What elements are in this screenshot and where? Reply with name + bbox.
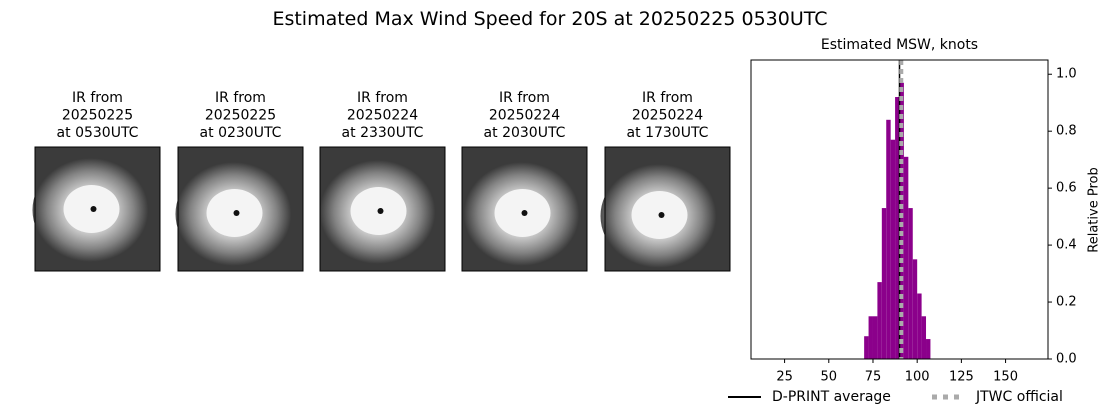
panel-title: 20250224 bbox=[489, 108, 560, 124]
y-tick-label: 0.4 bbox=[1056, 238, 1077, 253]
y-tick-label: 0.6 bbox=[1056, 181, 1077, 196]
plot-frame bbox=[750, 59, 1049, 360]
y-tick-label: 0.2 bbox=[1056, 295, 1077, 310]
bar bbox=[917, 293, 922, 359]
storm-eye bbox=[90, 206, 97, 212]
bar bbox=[886, 119, 891, 359]
panel-title: at 1730UTC bbox=[627, 125, 709, 141]
bar bbox=[890, 139, 896, 359]
y-tick-label: 0.0 bbox=[1056, 352, 1077, 367]
panel-title: IR from bbox=[357, 90, 408, 106]
legend-label: JTWC official bbox=[975, 389, 1063, 405]
panel-title: 20250224 bbox=[632, 108, 703, 124]
bar bbox=[908, 208, 913, 359]
storm-eye bbox=[658, 212, 665, 218]
legend-label: D-PRINT average bbox=[772, 389, 891, 405]
x-tick-label: 75 bbox=[865, 370, 882, 385]
bar bbox=[864, 336, 869, 359]
bar bbox=[881, 208, 887, 359]
bar bbox=[903, 156, 909, 359]
figure-title: Estimated Max Wind Speed for 20S at 2025… bbox=[272, 8, 827, 30]
storm-eye bbox=[521, 210, 528, 216]
chart-title: Estimated MSW, knots bbox=[821, 37, 978, 53]
panel-title: IR from bbox=[499, 90, 550, 106]
panel-title: at 2030UTC bbox=[484, 125, 566, 141]
panel-title: 20250225 bbox=[62, 108, 133, 124]
bar bbox=[912, 259, 918, 359]
x-tick-label: 25 bbox=[776, 370, 793, 385]
panel-title: at 2330UTC bbox=[342, 125, 424, 141]
bar bbox=[895, 97, 900, 360]
panel-title: at 0530UTC bbox=[57, 125, 139, 141]
panel-title: 20250225 bbox=[205, 108, 276, 124]
y-tick-label: 1.0 bbox=[1056, 67, 1077, 82]
ir-frame bbox=[177, 146, 304, 272]
panel-title: 20250224 bbox=[347, 108, 418, 124]
y-axis-label: Relative Prob bbox=[1087, 167, 1100, 252]
ir-frame bbox=[604, 146, 731, 272]
x-tick-label: 125 bbox=[949, 370, 974, 385]
panel-title: IR from bbox=[72, 90, 123, 106]
bar bbox=[899, 82, 904, 360]
bar bbox=[926, 339, 931, 359]
ir-frame bbox=[461, 146, 588, 272]
bar bbox=[921, 316, 927, 359]
y-tick-label: 0.8 bbox=[1056, 124, 1077, 139]
x-tick-label: 150 bbox=[993, 370, 1018, 385]
storm-eye bbox=[233, 210, 240, 216]
panel-title: IR from bbox=[215, 90, 266, 106]
ir-frame bbox=[319, 146, 446, 272]
panel-title: IR from bbox=[642, 90, 693, 106]
ir-frame bbox=[34, 146, 161, 272]
bar bbox=[872, 316, 878, 359]
bar bbox=[877, 282, 882, 359]
x-tick-label: 100 bbox=[905, 370, 930, 385]
storm-eye bbox=[377, 208, 384, 214]
panel-title: at 0230UTC bbox=[200, 125, 282, 141]
bar bbox=[868, 316, 873, 359]
x-tick-label: 50 bbox=[821, 370, 838, 385]
